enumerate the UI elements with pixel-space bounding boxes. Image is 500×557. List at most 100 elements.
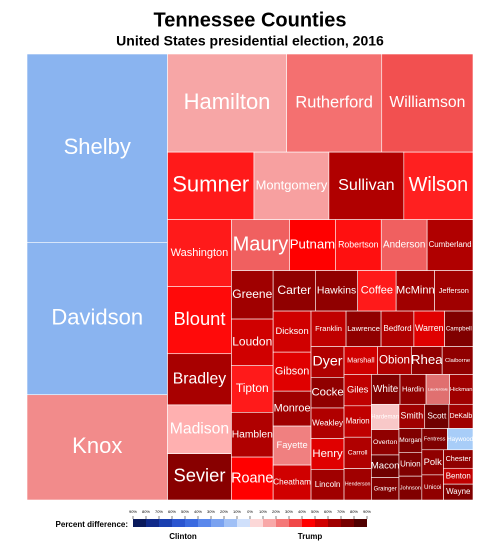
legend-swatch [289,519,302,527]
county-label: Hickman [450,387,472,393]
legend-swatch [276,519,289,527]
legend-tick-label: 20% [272,509,280,514]
county-cell [167,286,232,355]
county-cell [413,310,445,347]
county-cell [231,219,290,271]
county-label: Rutherford [295,93,373,111]
county-label: Bedford [383,324,411,333]
county-cell [444,310,474,347]
county-label: Fentress [424,437,446,443]
county-cell [448,403,474,429]
legend-left: Clinton [169,532,197,541]
county-label: Macon [371,461,400,472]
county-label: McMinn [396,285,435,297]
county-label: Weakley [312,418,344,427]
county-label: Fayette [277,440,308,450]
legend-tick-label: 80% [142,509,150,514]
county-cell [26,53,168,243]
county-label: Wayne [446,487,471,496]
legend-tick-label: 90% [363,509,371,514]
county-label: White [373,384,399,395]
county-cell [398,403,426,429]
county-label: Greene [232,287,272,301]
county-label: Henderson [345,482,371,488]
legend-tick-label: 40% [298,509,306,514]
county-label: Polk [424,457,443,467]
county-label: Loudon [232,335,272,349]
county-label: DeKalb [450,413,473,420]
county-cell [231,270,274,320]
county-label: Benton [446,471,471,480]
legend-swatch [341,519,354,527]
county-label: Williamson [389,94,465,111]
legend-swatch [315,519,328,527]
county-label: Washington [171,247,229,259]
legend-swatch [354,519,367,527]
legend-tick-label: 70% [337,509,345,514]
county-cell [371,374,401,405]
legend-tick-label: 30% [207,509,215,514]
county-label: Hardeman [371,415,399,421]
county-label: Warren [415,323,444,333]
county-label: Cheatham [273,478,311,487]
legend-swatch [172,519,185,527]
county-label: Monroe [274,402,311,414]
legend-tick-label: 50% [311,509,319,514]
county-label: Hamilton [184,89,271,114]
county-label: Smith [401,411,424,421]
chart-title: Tennessee Counties [153,9,346,31]
county-cell [26,242,168,396]
county-cell [443,483,474,501]
legend-swatch [133,519,146,527]
legend-tick-label: 60% [168,509,176,514]
county-cell [345,310,382,347]
county-label: Claiborne [445,358,471,364]
county-label: Obion [379,354,410,367]
county-cell [167,404,232,454]
legend-tick-label: 60% [324,509,332,514]
legend-tick-label: 20% [220,509,228,514]
county-cell [231,456,274,501]
county-cell [310,310,347,347]
county-cell [343,468,372,501]
county-label: Overton [373,439,397,446]
county-cell [426,219,474,271]
county-label: Blount [173,308,225,329]
county-label: Robertson [338,239,379,249]
county-label: Putnam [290,237,335,252]
legend-swatch [250,519,263,527]
county-label: Grainger [374,486,397,492]
legend-swatch [185,519,198,527]
county-label: Rhea [411,352,443,367]
county-cell [343,346,378,375]
county-label: Roane [231,470,273,486]
legend-tick-label: 0% [247,509,253,514]
county-cell [343,405,372,438]
county-label: Sullivan [338,176,394,194]
county-label: Chester [446,454,472,463]
county-cell [395,270,435,312]
county-cell [231,318,274,366]
county-cell [272,464,312,501]
legend-tick-label: 70% [155,509,163,514]
county-cell [380,219,428,271]
county-cell [335,219,382,271]
county-label: Haywood [447,436,474,443]
legend-tick-label: 40% [194,509,202,514]
county-cell [310,407,345,439]
county-cell [381,53,474,153]
county-label: Hawkins [317,286,356,297]
county-label: Carter [277,283,311,297]
county-label: Campbell [446,325,472,332]
county-label: Cocke [311,387,343,399]
county-cell [272,310,312,353]
county-label: Madison [170,420,229,437]
county-cell [399,374,427,405]
legend-title: Percent difference: [56,520,128,529]
county-label: Coffee [361,285,393,297]
legend-swatch [211,519,224,527]
county-label: Union [400,459,421,468]
county-label: Shelby [64,134,131,159]
legend-tick-label: 90% [129,509,137,514]
county-cell [371,429,400,456]
